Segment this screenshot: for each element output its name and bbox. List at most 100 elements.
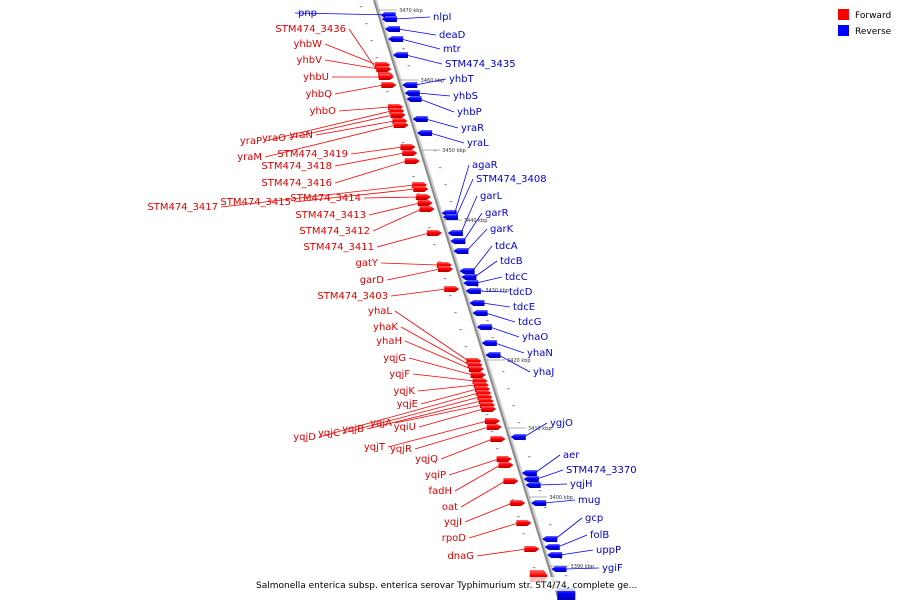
gene-label-yhaj[interactable]: yhaJ — [533, 367, 554, 378]
gene-label-yran[interactable]: yraN — [289, 130, 313, 141]
gene-feature-mug[interactable] — [531, 500, 547, 506]
gene-label-oat[interactable]: oat — [442, 502, 458, 513]
gene-label-yhbw[interactable]: yhbW — [294, 39, 323, 50]
gene-label-tdce[interactable]: tdcE — [513, 302, 535, 313]
gene-label-stm474-3412[interactable]: STM474_3412 — [299, 226, 370, 237]
gene-feature-yqiu[interactable] — [481, 406, 497, 412]
gene-feature-yral[interactable] — [417, 130, 433, 136]
gene-label-gard[interactable]: garD — [360, 275, 385, 286]
gene-label-stm474-3414[interactable]: STM474_3414 — [290, 193, 361, 204]
gene-feature-yrar[interactable] — [412, 116, 428, 122]
gene-feature-yhbq[interactable] — [381, 82, 397, 88]
gene-feature-folb[interactable] — [544, 544, 560, 550]
gene-feature-yhah[interactable] — [468, 366, 484, 372]
gene-label-dnag[interactable]: dnaG — [447, 551, 474, 562]
gene-label-yqjq[interactable]: yqjQ — [415, 454, 438, 465]
gene-feature-dnag[interactable] — [524, 546, 540, 552]
gene-label-yqip[interactable]: yqiP — [425, 470, 446, 481]
gene-label-gaty[interactable]: gatY — [355, 258, 378, 269]
gene-label-yhbs[interactable]: yhbS — [453, 91, 478, 102]
gene-feature-yrao[interactable] — [390, 112, 406, 118]
gene-feature-dead[interactable] — [385, 26, 401, 32]
gene-feature-oat[interactable] — [503, 478, 519, 484]
gene-feature-gcp[interactable] — [542, 536, 558, 542]
gene-label-yqje[interactable]: yqjE — [397, 399, 418, 410]
gene-label-nlpi[interactable]: nlpI — [433, 12, 451, 23]
gene-feature-rpod[interactable] — [516, 520, 532, 526]
gene-label-garl[interactable]: garL — [480, 191, 503, 202]
gene-label-ygif[interactable]: ygiF — [602, 563, 623, 574]
gene-feature-stm474-3411[interactable] — [426, 230, 442, 236]
gene-label-yhbq[interactable]: yhbQ — [306, 89, 333, 100]
gene-label-yhbu[interactable]: yhbU — [303, 72, 329, 83]
gene-label-yqiu[interactable]: yqiU — [394, 422, 416, 433]
gene-label-stm474-3403[interactable]: STM474_3403 — [317, 291, 388, 302]
gene-label-aer[interactable]: aer — [563, 450, 580, 461]
gene-feature-yhan[interactable] — [481, 340, 497, 346]
gene-label-tdcd[interactable]: tdcD — [509, 287, 533, 298]
gene-feature-mtr[interactable] — [388, 36, 404, 42]
gene-feature-ygjo[interactable] — [510, 434, 526, 440]
gene-label-tdca[interactable]: tdcA — [495, 241, 518, 252]
gene-label-gark[interactable]: garK — [490, 224, 514, 235]
gene-label-yqjr[interactable]: yqjR — [390, 444, 412, 455]
gene-feature-tdcb[interactable] — [461, 274, 477, 280]
gene-label-yqjg[interactable]: yqjG — [383, 353, 406, 364]
gene-label-stm474-3411[interactable]: STM474_3411 — [303, 242, 374, 253]
gene-label-yqjb[interactable]: yqjB — [342, 424, 364, 435]
gene-label-folb[interactable]: folB — [590, 530, 609, 541]
gene-feature-stm474-3370[interactable] — [523, 476, 539, 482]
gene-feature-yqjr[interactable] — [486, 424, 502, 430]
gene-feature-yqjg[interactable] — [470, 372, 486, 378]
gene-label-yram[interactable]: yraM — [237, 152, 262, 163]
gene-label-fadh[interactable]: fadH — [428, 486, 452, 497]
gene-label-yral[interactable]: yraL — [467, 138, 489, 149]
gene-feature-yhbu[interactable] — [378, 74, 394, 80]
gene-label-ygjo[interactable]: ygjO — [550, 418, 573, 429]
gene-label-rpod[interactable]: rpoD — [442, 533, 467, 544]
gene-feature-aer[interactable] — [521, 470, 537, 476]
gene-label-yqjk[interactable]: yqjK — [393, 386, 415, 397]
gene-label-yqji[interactable]: yqjI — [444, 517, 462, 528]
gene-label-yqjt[interactable]: yqjT — [364, 442, 386, 453]
gene-label-yhbv[interactable]: yhbV — [297, 55, 323, 66]
gene-feature-nlpi[interactable] — [381, 16, 397, 22]
gene-feature-garr[interactable] — [450, 238, 466, 244]
gene-label-mtr[interactable]: mtr — [443, 44, 462, 55]
gene-label-pnp[interactable]: pnp — [298, 8, 317, 19]
gene-feature-ygif[interactable] — [551, 566, 567, 572]
gene-label-mug[interactable]: mug — [578, 495, 600, 506]
gene-feature-stm474-3415[interactable] — [413, 186, 429, 192]
gene-label-stm474-3419[interactable]: STM474_3419 — [277, 149, 348, 160]
gene-label-yqjd[interactable]: yqjD — [293, 432, 316, 443]
gene-feature-tdcg[interactable] — [472, 310, 488, 316]
gene-feature-gard[interactable] — [438, 266, 454, 272]
gene-label-yqjc[interactable]: yqjC — [318, 428, 340, 439]
gene-label-yrar[interactable]: yraR — [461, 123, 484, 134]
gene-feature-stm474-3413[interactable] — [417, 200, 433, 206]
gene-label-stm474-3416[interactable]: STM474_3416 — [261, 178, 332, 189]
gene-feature-stm474-3403[interactable] — [444, 286, 460, 292]
gene-feature-gark[interactable] — [453, 248, 469, 254]
gene-label-uppp[interactable]: uppP — [596, 545, 621, 556]
gene-label-agar[interactable]: agaR — [472, 160, 498, 171]
gene-label-tdcg[interactable]: tdcG — [518, 317, 542, 328]
gene-label-yqja[interactable]: yqjA — [370, 418, 392, 429]
gene-feature-yqjq[interactable] — [490, 436, 506, 442]
gene-feature-garl[interactable] — [447, 230, 463, 236]
gene-label-yhao[interactable]: yhaO — [522, 332, 548, 343]
gene-feature-tdcc[interactable] — [463, 280, 479, 286]
gene-label-gcp[interactable]: gcp — [585, 513, 603, 524]
gene-feature-tdce[interactable] — [469, 300, 485, 306]
gene-label-yhbo[interactable]: yhbO — [310, 106, 337, 117]
gene-label-tdcb[interactable]: tdcB — [500, 256, 523, 267]
gene-label-stm474-3417[interactable]: STM474_3417 — [147, 202, 218, 213]
gene-feature-yqjt[interactable] — [484, 418, 500, 424]
gene-label-stm474-3415[interactable]: STM474_3415 — [220, 197, 291, 208]
gene-feature-yhbs[interactable] — [404, 90, 420, 96]
gene-feature-yqji[interactable] — [510, 500, 526, 506]
gene-feature-yqip[interactable] — [496, 456, 512, 462]
gene-feature-yhbv[interactable] — [376, 66, 392, 72]
gene-label-yhal[interactable]: yhaL — [368, 306, 392, 317]
gene-feature-yhbp[interactable] — [406, 96, 422, 102]
